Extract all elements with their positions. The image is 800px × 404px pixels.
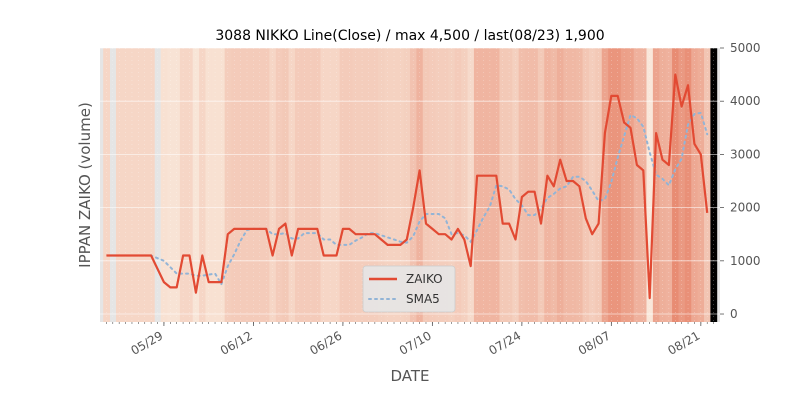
legend-box (362, 265, 456, 313)
heat-band (441, 48, 449, 322)
y-tick-label: 5000 (730, 41, 761, 55)
x-tick-label: 08/21 (665, 328, 702, 357)
heat-band (320, 48, 328, 322)
legend-label-zaiko: ZAIKO (406, 272, 443, 286)
series-line-zaiko (106, 73, 709, 300)
heat-band (333, 48, 341, 322)
legend: ZAIKO SMA5 (362, 265, 456, 313)
heat-band (429, 48, 436, 322)
legend-label-sma5: SMA5 (406, 292, 440, 306)
heat-band (326, 48, 334, 322)
heat-band (128, 48, 136, 322)
heat-band (346, 48, 353, 322)
x-tick-label: 06/26 (307, 328, 344, 357)
x-axis-label: DATE (390, 367, 429, 385)
y-tick-labels: 0 1000 2000 3000 4000 5000 (720, 41, 761, 321)
x-tick-label: 06/12 (218, 328, 255, 357)
chart-title: 3088 NIKKO Line(Close) / max 4,500 / las… (215, 28, 604, 44)
heat-band (307, 48, 315, 322)
x-tick-label: 08/07 (576, 328, 613, 357)
heat-band (461, 48, 468, 322)
heat-band (192, 48, 200, 322)
x-minor-ticks (106, 322, 714, 324)
x-tick-label: 05/29 (128, 328, 165, 357)
plot-area: 05/29 06/12 06/26 07/10 07/24 08/07 08/21 0 1000… (100, 41, 761, 358)
y-tick-label: 3000 (730, 147, 761, 161)
heat-band (416, 48, 424, 322)
heat-band (301, 48, 309, 322)
heat-band (467, 48, 475, 322)
heat-band (435, 48, 443, 322)
heat-band (115, 48, 123, 322)
heat-band (122, 48, 130, 322)
heat-band (250, 48, 257, 322)
y-tick-label: 4000 (730, 94, 761, 108)
x-tick-label: 07/24 (486, 328, 523, 357)
y-tick-label: 1000 (730, 254, 761, 268)
x-tick-labels: 05/29 06/12 06/26 07/10 07/24 08/07 08/21 (128, 322, 702, 358)
x-tick-label: 07/10 (397, 328, 434, 357)
heat-band (454, 48, 462, 322)
y-tick-label: 2000 (730, 201, 761, 215)
heat-band (288, 48, 296, 322)
y-tick-label: 0 (730, 307, 738, 321)
heat-band (448, 48, 456, 322)
heat-band (294, 48, 302, 322)
series-line-sma5 (137, 111, 709, 287)
heat-band (410, 48, 417, 322)
heat-band (422, 48, 430, 322)
heat-band (339, 48, 347, 322)
y-axis-label: IPPAN ZAIKO (volume) (76, 102, 94, 268)
heat-band (314, 48, 321, 322)
grid-lines (100, 47, 720, 322)
